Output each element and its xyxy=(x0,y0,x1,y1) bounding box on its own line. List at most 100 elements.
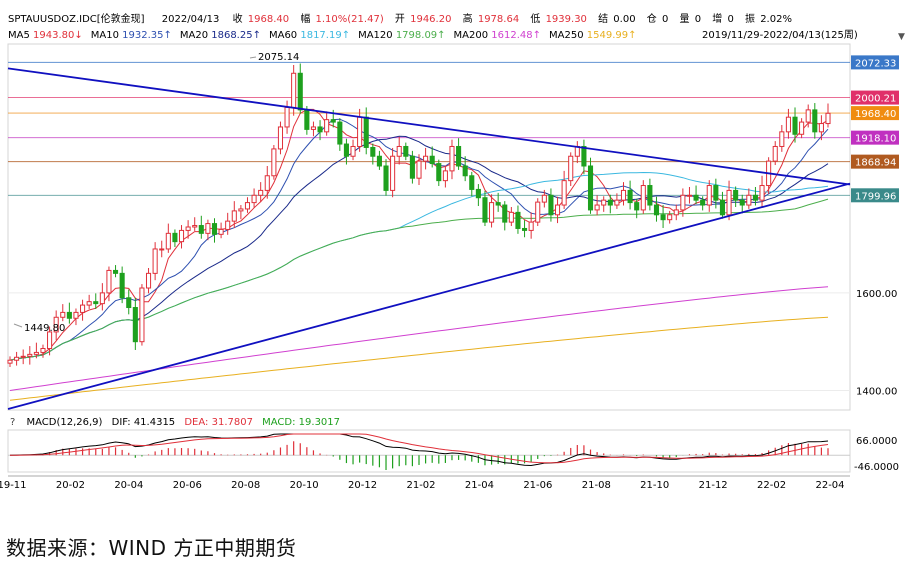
candle-body xyxy=(350,145,356,157)
candle-body xyxy=(192,225,198,228)
candle-body xyxy=(429,155,435,165)
candle-body xyxy=(231,210,237,222)
inc-label: 增 xyxy=(712,12,722,25)
candle-body xyxy=(693,194,699,201)
candle-body xyxy=(80,304,86,313)
vol-value: 0 xyxy=(695,14,701,25)
range-label: 2019/11/29-2022/04/13(125周) xyxy=(702,29,858,41)
candle-body xyxy=(178,229,185,243)
range-dropdown-icon[interactable]: ▼ xyxy=(898,32,905,42)
symbol: SPTAUUSDOZ.IDC[伦敦金现] xyxy=(8,12,145,25)
change-value: 1.10%(21.47) xyxy=(316,14,384,25)
candle-body xyxy=(370,146,376,157)
macd-axis-top: 66.0000 xyxy=(856,436,897,447)
x-tick-label: 21-08 xyxy=(582,480,611,491)
ma-legend-label: MA250 xyxy=(549,30,587,41)
ma-legend-value: 1868.25↑ xyxy=(211,30,261,41)
ma-legend-value: 1943.80↓ xyxy=(33,30,83,41)
candle-body xyxy=(244,202,251,210)
candle-body xyxy=(165,232,171,250)
candle-body xyxy=(634,202,640,211)
candle-body xyxy=(337,121,343,145)
y-tick-label: 1600.00 xyxy=(856,289,897,300)
candle-body xyxy=(14,356,20,361)
candle-body xyxy=(106,269,112,294)
amp-label: 振 xyxy=(745,12,755,25)
candle-body xyxy=(587,165,594,211)
candle-body xyxy=(726,189,732,216)
price-tag-label: 2000.21 xyxy=(855,94,896,105)
amp-value: 2.02% xyxy=(760,14,792,25)
y-axis: 1400.00 1600.00 xyxy=(856,289,897,398)
candle-body xyxy=(746,194,752,206)
candle-body xyxy=(581,145,587,167)
macd-legend: ? MACD(12,26,9) DIF: 41.4315 DEA: 31.780… xyxy=(10,417,340,428)
candle-body xyxy=(66,311,72,319)
change-label: 幅 xyxy=(300,12,310,25)
ma-line xyxy=(9,171,829,361)
candle-body xyxy=(152,248,158,274)
candle-body xyxy=(238,208,244,212)
vol-label: 量 xyxy=(680,13,690,25)
candle-body xyxy=(357,116,363,147)
low-value: 1939.30 xyxy=(546,14,587,25)
data-source-note: 数据来源：WIND 方正中期期货 xyxy=(6,536,297,560)
candle-body xyxy=(462,165,468,177)
candle-body xyxy=(686,194,693,197)
y-tick-label: 1400.00 xyxy=(856,386,897,397)
price-tag-label: 1918.10 xyxy=(855,134,896,145)
candle-body xyxy=(607,199,613,206)
candles xyxy=(7,63,831,368)
main-plot-frame xyxy=(7,43,851,411)
close-value: 1968.40 xyxy=(248,14,289,25)
candle-body xyxy=(119,272,125,299)
candle-body xyxy=(304,109,310,130)
x-tick-label: 21-10 xyxy=(640,480,669,491)
ma-legend-value: 1612.48↑ xyxy=(491,30,541,41)
candle-body xyxy=(93,301,99,305)
oi-label: 仓 xyxy=(647,12,657,25)
candle-body xyxy=(700,199,706,206)
ma-legend-label: MA20 xyxy=(180,30,211,41)
macd-label: MACD(12,26,9) xyxy=(27,417,103,428)
candle-body xyxy=(469,175,475,190)
candle-body xyxy=(812,109,818,133)
trendline-lower xyxy=(7,182,851,410)
price-tag-label: 1968.40 xyxy=(855,109,896,120)
candle-body xyxy=(376,155,382,167)
macd-dea-line xyxy=(10,433,829,464)
macd-indicator xyxy=(8,433,850,470)
candle-body xyxy=(99,292,105,305)
candle-body xyxy=(409,155,415,179)
candle-body xyxy=(218,228,224,235)
macd-plot-frame xyxy=(7,429,851,473)
open-value: 1946.20 xyxy=(410,14,451,25)
open-label: 开 xyxy=(395,14,405,25)
candle-body xyxy=(660,214,666,221)
candle-body xyxy=(502,204,508,223)
candle-body xyxy=(818,123,824,133)
x-tick-label: 19-11 xyxy=(0,480,27,491)
candle-body xyxy=(40,348,46,353)
candle-body xyxy=(284,106,290,128)
candle-body xyxy=(568,155,574,182)
x-tick-label: 20-06 xyxy=(173,480,202,491)
moving-averages xyxy=(9,108,829,401)
candle-body xyxy=(620,189,627,201)
candle-body xyxy=(310,126,316,130)
ma-legend-value: 1817.19↑ xyxy=(300,30,350,41)
settle-value: 0.00 xyxy=(613,14,635,25)
candle-body xyxy=(719,199,725,216)
price-tag xyxy=(851,106,899,121)
x-tick-label: 20-12 xyxy=(348,480,377,491)
candle-body xyxy=(515,211,521,229)
candle-body xyxy=(27,353,33,357)
x-tick-label: 21-12 xyxy=(699,480,728,491)
ma-legend-label: MA60 xyxy=(269,30,300,41)
price-tag-label: 1799.96 xyxy=(855,191,896,202)
candle-body xyxy=(159,248,165,251)
candle-body xyxy=(541,194,547,203)
candle-body xyxy=(739,199,745,206)
macd-axis-bottom: -46.0000 xyxy=(854,462,899,473)
candle-body xyxy=(47,331,53,350)
